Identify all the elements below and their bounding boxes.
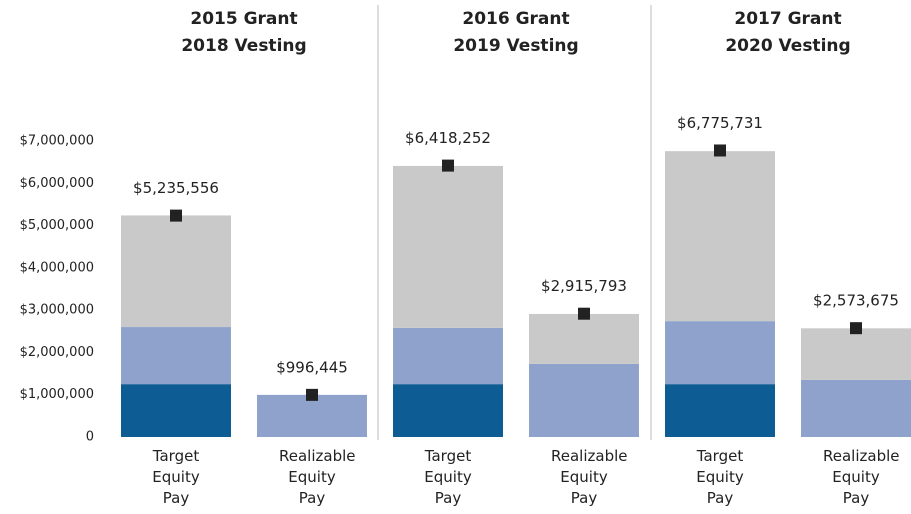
bar-segment <box>257 394 367 437</box>
y-tick-label: $1,000,000 <box>20 387 94 402</box>
category-label: Realizable Equity Pay <box>823 447 900 507</box>
category-label: Realizable Equity Pay <box>279 447 356 507</box>
total-marker <box>442 159 454 172</box>
y-tick-label: 0 <box>86 430 94 445</box>
bar-segment <box>121 384 231 437</box>
y-tick-label: $3,000,000 <box>20 303 94 318</box>
total-marker <box>850 322 862 335</box>
group-title: 2020 Vesting <box>725 36 850 56</box>
bar-segment <box>665 151 775 322</box>
category-label: Target Equity Pay <box>696 447 744 507</box>
total-marker <box>714 144 726 157</box>
total-marker <box>578 307 590 320</box>
bar-segment <box>801 328 911 380</box>
total-marker <box>170 209 182 222</box>
group-title: 2016 Grant <box>462 9 569 29</box>
bar-segment <box>665 321 775 385</box>
total-label: $2,573,675 <box>813 292 899 310</box>
group-title: 2015 Grant <box>190 9 297 29</box>
bar-segment <box>801 379 911 437</box>
group-title: 2018 Vesting <box>181 36 306 56</box>
group-title: 2017 Grant <box>734 9 841 29</box>
total-label: $5,235,556 <box>133 179 219 197</box>
category-label: Target Equity Pay <box>424 447 472 507</box>
bar-segment <box>393 384 503 437</box>
bar-segment <box>665 384 775 437</box>
bar-segment <box>121 215 231 328</box>
y-tick-label: $4,000,000 <box>20 260 94 275</box>
y-tick-label: $2,000,000 <box>20 345 94 360</box>
category-label: Target Equity Pay <box>152 447 200 507</box>
total-label: $996,445 <box>276 358 348 376</box>
y-tick-label: $5,000,000 <box>20 218 94 233</box>
total-label: $6,418,252 <box>405 129 491 147</box>
y-tick-label: $7,000,000 <box>20 134 94 149</box>
category-label: Realizable Equity Pay <box>551 447 628 507</box>
bar-segment <box>529 363 639 437</box>
y-tick-label: $6,000,000 <box>20 176 94 191</box>
total-label: $2,915,793 <box>541 277 627 295</box>
bar-segment <box>529 313 639 364</box>
bar-segment <box>121 327 231 385</box>
total-label: $6,775,731 <box>677 114 763 132</box>
bar-segment <box>393 165 503 328</box>
group-title: 2019 Vesting <box>453 36 578 56</box>
bar-segment <box>393 327 503 385</box>
total-marker <box>306 388 318 401</box>
